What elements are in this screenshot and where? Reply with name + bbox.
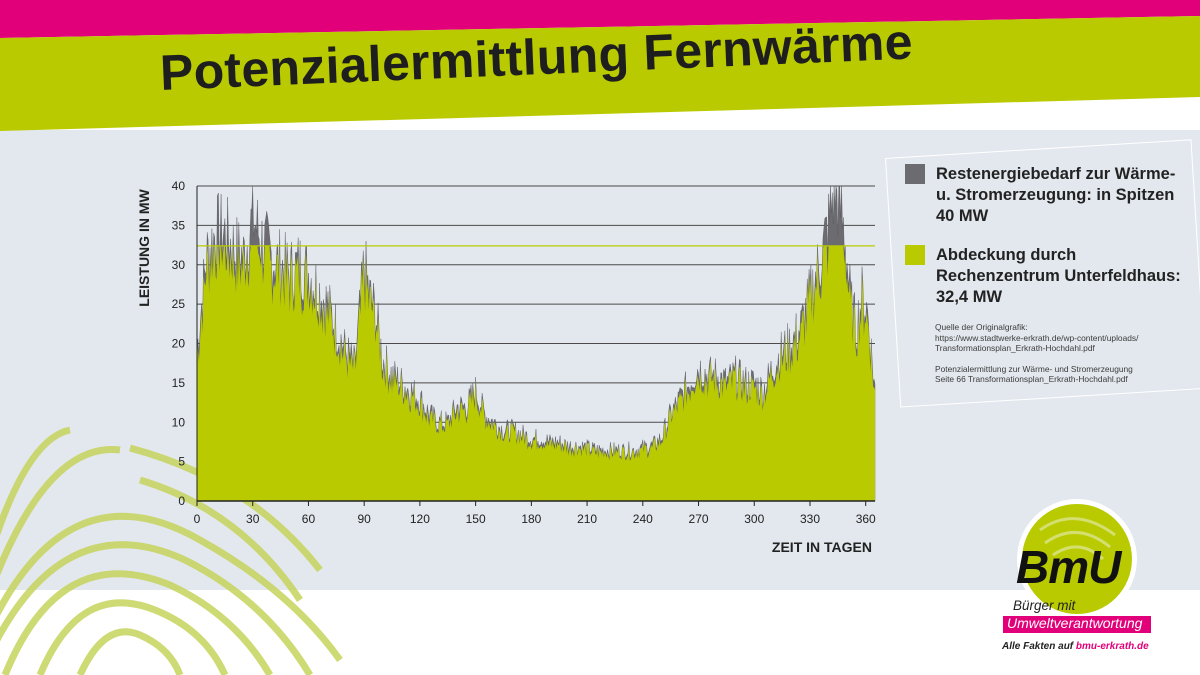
bmu-logo-graphic [1017, 499, 1137, 619]
axes: 0 5 10 15 20 25 30 35 40 0 30 60 90 120 150 180 210 240 27… [136, 179, 876, 555]
y-axis-label: LEISTUNG IN MW [136, 188, 152, 306]
source-note: Quelle der Originalgrafik: https://www.s… [935, 322, 1190, 385]
y-tick-label: 40 [172, 179, 186, 193]
title-banner [0, 16, 1200, 131]
chart-areas [196, 185, 876, 502]
x-tick-label: 150 [466, 512, 486, 526]
source-line: Transformationsplan_Erkrath-Hochdahl.pdf [935, 343, 1095, 353]
footer-prefix: Alle Fakten auf [1002, 641, 1076, 652]
logo-subtitle: Bürger mit [1013, 598, 1076, 613]
logo-wordmark: BmU [1016, 541, 1121, 593]
y-tick-label: 30 [172, 258, 186, 272]
y-tick-label: 5 [178, 455, 185, 469]
x-tick-label: 60 [302, 512, 316, 526]
legend-swatch-green [905, 245, 925, 265]
legend-item-residual: Restenergiebedarf zur Wärme- u. Stromerz… [905, 164, 1186, 227]
x-tick-label: 90 [357, 512, 371, 526]
x-tick-label: 270 [689, 512, 709, 526]
source-line [935, 354, 1190, 364]
legend-swatch-gray [905, 164, 925, 184]
x-tick-label: 120 [410, 512, 430, 526]
top-accent-strip [0, 0, 1200, 38]
y-tick-label: 35 [172, 218, 186, 232]
legend-label: Restenergiebedarf zur Wärme- u. Stromerz… [936, 165, 1176, 225]
source-line: https://www.stadtwerke-erkrath.de/wp-con… [935, 332, 1139, 343]
source-line: Quelle der Originalgrafik: [935, 322, 1028, 332]
x-tick-label: 330 [800, 512, 820, 526]
x-tick-label: 180 [521, 512, 541, 526]
y-tick-label: 25 [172, 297, 186, 311]
y-tick-label: 20 [172, 337, 186, 351]
y-tick-label: 0 [178, 494, 185, 508]
footer-link-line: Alle Fakten auf bmu-erkrath.de [1002, 641, 1149, 652]
legend-item-datacenter: Abdeckung durch Rechenzentrum Unterfeldh… [905, 245, 1186, 308]
y-tick-label: 15 [172, 376, 186, 390]
legend-label: Abdeckung durch Rechenzentrum Unterfeldh… [936, 246, 1181, 306]
x-tick-label: 240 [633, 512, 653, 526]
x-tick-label: 360 [856, 512, 876, 526]
x-tick-label: 30 [246, 512, 260, 526]
logo-tagline: Umweltverantwortung [1007, 615, 1143, 631]
x-tick-label: 0 [194, 512, 201, 526]
footer-website-link[interactable]: bmu-erkrath.de [1075, 641, 1149, 652]
source-line: Potenzialermittlung zur Wärme- und Strom… [935, 363, 1133, 374]
y-tick-label: 10 [172, 415, 186, 429]
source-line: Seite 66 Transformationsplan_Erkrath-Hoc… [935, 374, 1128, 384]
x-tick-label: 210 [577, 512, 597, 526]
datacenter-coverage-area [197, 245, 875, 501]
x-axis-label: ZEIT IN TAGEN [772, 539, 872, 555]
logo-tagline-background [1003, 616, 1151, 633]
x-tick-label: 300 [744, 512, 764, 526]
